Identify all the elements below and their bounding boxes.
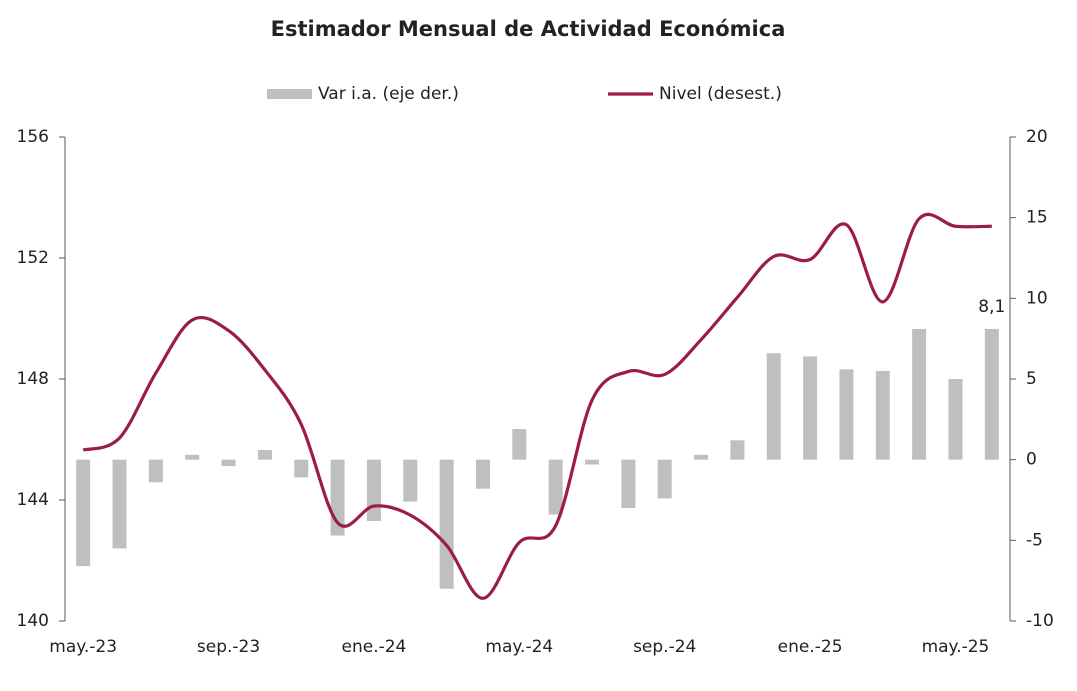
bar [76,459,91,567]
bar [294,459,309,478]
y-tick-label: 148 [17,369,49,389]
x-tick-label: ene.-25 [778,637,843,657]
x-tick-label: sep.-23 [197,637,260,657]
bar [694,454,709,460]
legend-label: Nivel (desest.) [659,84,782,104]
bar [112,459,127,549]
y2-tick-label: 20 [1026,127,1048,147]
y2-tick-label: 15 [1026,208,1048,228]
bar [948,379,963,460]
bar [730,440,745,460]
bar [839,369,854,460]
y2-tick-label: -10 [1026,611,1054,631]
bar [185,454,200,460]
bar [548,459,563,515]
bar [221,459,236,467]
y2-tick-label: 5 [1026,369,1037,389]
bar [475,459,490,489]
legend-label: Var i.a. (eje der.) [318,84,459,104]
x-tick-label: sep.-24 [633,637,696,657]
chart-title: Estimador Mensual de Actividad Económica [271,17,786,41]
bar [875,370,890,460]
y2-tick-label: -5 [1026,530,1043,550]
legend-swatch [267,89,312,99]
y2-tick-label: 0 [1026,450,1037,470]
bar [621,459,636,509]
y-tick-label: 144 [17,490,49,510]
bar [912,328,927,460]
y-tick-label: 156 [17,127,49,147]
bar [766,353,781,460]
x-tick-label: may.-25 [922,637,990,657]
x-tick-label: may.-23 [49,637,117,657]
bar [984,328,999,460]
x-tick-label: ene.-24 [342,637,407,657]
data-label: 8,1 [978,297,1005,317]
y-tick-label: 152 [17,248,49,268]
bar [366,459,381,521]
bar [403,459,418,502]
y2-tick-label: 10 [1026,288,1048,308]
bar [585,459,600,465]
bar [257,449,272,460]
bar [148,459,163,483]
bar [803,356,818,460]
bar [657,459,672,499]
line [82,212,992,600]
x-tick-label: may.-24 [485,637,553,657]
y-tick-label: 140 [17,611,49,631]
bar [512,429,527,460]
bar [439,459,454,589]
